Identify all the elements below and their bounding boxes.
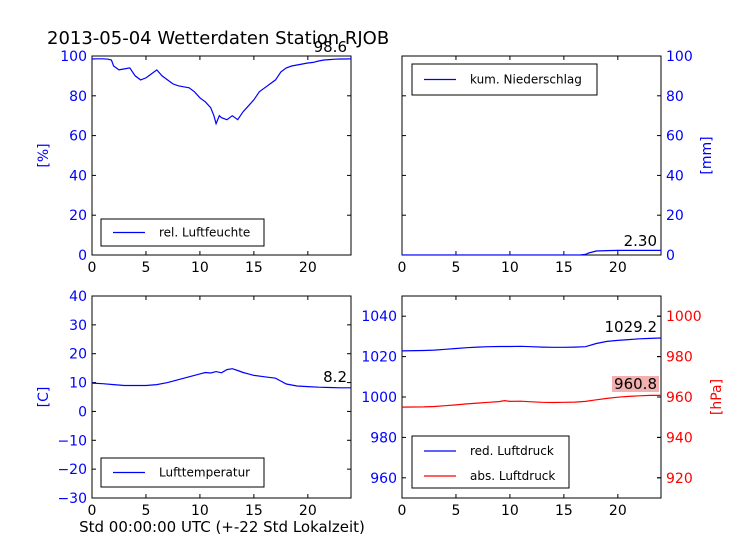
- x-tick-label: 15: [245, 503, 263, 519]
- y-tick-label: 1020: [361, 350, 397, 366]
- legend-label: red. Luftdruck: [470, 444, 554, 458]
- last-value-badge: 960.8: [612, 375, 659, 393]
- y2-axis-label: [hPa]: [709, 379, 725, 415]
- y-tick-label: 0: [78, 248, 87, 264]
- y-tick-label: −10: [57, 433, 87, 449]
- y-tick-label: 80: [666, 89, 684, 105]
- figure-xlabel: Std 00:00:00 UTC (+-22 Std Lokalzeit): [79, 518, 365, 536]
- y-axis-label: [mm]: [699, 136, 715, 174]
- y-tick-label: 20: [666, 208, 684, 224]
- y-tick-label: 40: [666, 168, 684, 184]
- chart-precip: 0 5 10 15 20 0 20 40 60 80 100 [mm] kum. Niederschla…: [398, 49, 715, 276]
- x-tick-label: 20: [609, 260, 627, 276]
- x-tick-label: 5: [141, 503, 150, 519]
- y-tick-label: 40: [69, 289, 87, 305]
- badge-box: [612, 376, 659, 392]
- y-axis-label: [%]: [36, 143, 52, 167]
- x-tick-label: 20: [299, 503, 317, 519]
- y-tick-label: 980: [370, 430, 397, 446]
- x-tick-label: 0: [88, 503, 97, 519]
- x-tick-label: 5: [141, 260, 150, 276]
- legend: red. Luftdruck abs. Luftdruck: [411, 435, 570, 489]
- series-line-1: [402, 394, 661, 408]
- y2-tick-label: 1000: [666, 309, 702, 325]
- y-tick-label: 60: [666, 129, 684, 145]
- legend-label: Lufttemperatur: [159, 466, 250, 480]
- y-tick-label: 0: [78, 404, 87, 420]
- last-value-badge: 1029.2: [605, 318, 658, 336]
- legend-label: abs. Luftdruck: [470, 469, 555, 483]
- legend: rel. Luftfeuchte: [100, 218, 265, 247]
- x-tick-label: 10: [191, 260, 209, 276]
- y-tick-label: 100: [666, 49, 693, 65]
- last-value-label: 8.2: [323, 368, 347, 386]
- chart-pressure: 0 5 10 15 20 960 980 1000 1020 1040 920 940 960 980 10…: [361, 295, 725, 519]
- x-tick-label: 0: [398, 260, 407, 276]
- last-value-badge: 2.30: [624, 232, 657, 250]
- y2-tick-label: 920: [666, 471, 693, 487]
- legend: kum. Niederschlag: [411, 63, 598, 96]
- legend: Lufttemperatur: [100, 457, 265, 488]
- last-value-label: 1029.2: [605, 318, 658, 336]
- x-tick-label: 10: [501, 503, 519, 519]
- legend-frame: [411, 435, 570, 489]
- figure-title: 2013-05-04 Wetterdaten Station RJOB: [47, 28, 389, 49]
- x-tick-label: 5: [451, 260, 460, 276]
- y-tick-label: 20: [69, 347, 87, 363]
- last-value-badge: 8.2: [323, 368, 347, 386]
- y-tick-label: −30: [57, 491, 87, 507]
- x-tick-label: 0: [398, 503, 407, 519]
- y-tick-label: 960: [370, 471, 397, 487]
- x-tick-label: 5: [451, 503, 460, 519]
- last-value-label: 98.6: [314, 38, 347, 56]
- y2-tick-label: 940: [666, 430, 693, 446]
- y2-tick-label: 980: [666, 350, 693, 366]
- last-value-label: 960.8: [614, 375, 657, 393]
- y-tick-label: 60: [69, 129, 87, 145]
- y-tick-label: 1000: [361, 390, 397, 406]
- x-tick-label: 15: [555, 503, 573, 519]
- y-tick-label: 30: [69, 318, 87, 334]
- series-line-0: [402, 337, 661, 352]
- series-line-0: [402, 249, 661, 255]
- y-axis-label: [C]: [36, 387, 52, 408]
- y-tick-label: 40: [69, 168, 87, 184]
- plot-frame: [91, 295, 352, 499]
- series-line-0: [92, 58, 351, 126]
- x-tick-label: 0: [88, 260, 97, 276]
- x-tick-label: 20: [609, 503, 627, 519]
- x-tick-label: 15: [245, 260, 263, 276]
- last-value-badge: 98.6: [314, 38, 347, 56]
- series-line-0: [92, 368, 351, 389]
- y-tick-label: −20: [57, 462, 87, 478]
- x-tick-label: 20: [299, 260, 317, 276]
- y-tick-label: 0: [666, 248, 675, 264]
- last-value-label: 2.30: [624, 232, 657, 250]
- y-tick-label: 10: [69, 376, 87, 392]
- y2-tick-label: 960: [666, 390, 693, 406]
- y-tick-label: 80: [69, 89, 87, 105]
- chart-temperature: 0 5 10 15 20 −30 −20 −10 0 10 20 30 40 [C] Lufttempera…: [36, 289, 352, 519]
- y-tick-label: 1040: [361, 309, 397, 325]
- y-tick-label: 100: [60, 49, 87, 65]
- x-tick-label: 10: [191, 503, 209, 519]
- plot-frame: [91, 55, 352, 256]
- chart-humidity: 0 5 10 15 20 0 20 40 60 80 100 [%] rel. Luftfeuchte 9…: [36, 38, 352, 276]
- legend-label: rel. Luftfeuchte: [159, 226, 250, 240]
- legend-label: kum. Niederschlag: [470, 73, 582, 87]
- x-tick-label: 15: [555, 260, 573, 276]
- x-tick-label: 10: [501, 260, 519, 276]
- y-tick-label: 20: [69, 208, 87, 224]
